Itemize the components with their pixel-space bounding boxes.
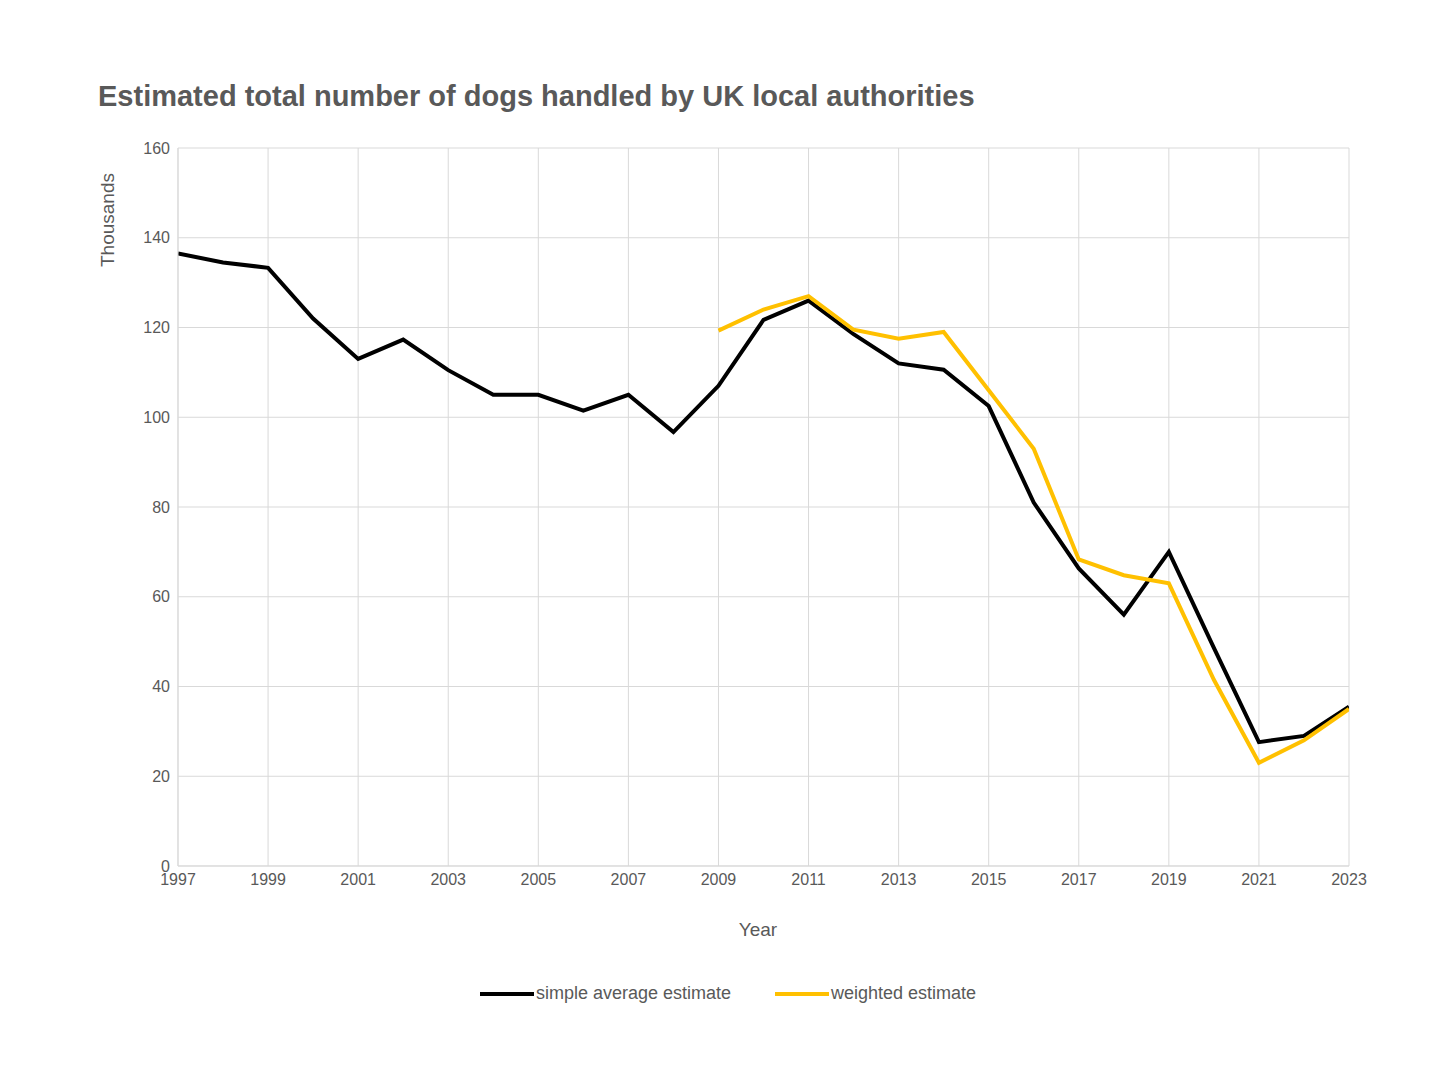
svg-text:40: 40 (152, 678, 170, 695)
svg-text:20: 20 (152, 768, 170, 785)
html-text:Year: Year (738, 919, 778, 940)
svg-text:80: 80 (152, 499, 170, 516)
svg-text:160: 160 (143, 140, 170, 157)
svg-text:2017: 2017 (1061, 871, 1097, 888)
svg-text:100: 100 (143, 409, 170, 426)
svg-text:140: 140 (143, 229, 170, 246)
svg-text:2019: 2019 (1151, 871, 1187, 888)
svg-text:60: 60 (152, 588, 170, 605)
html-text:simple average estimate: simple average estimate (535, 983, 731, 1003)
html-text:Thousands: Thousands (97, 173, 118, 267)
svg-text:2007: 2007 (611, 871, 647, 888)
svg-text:2011: 2011 (791, 871, 826, 888)
svg-text:2009: 2009 (701, 871, 737, 888)
svg-text:2005: 2005 (521, 871, 557, 888)
svg-text:0: 0 (161, 858, 170, 875)
html-text:weighted estimate: weighted estimate (831, 983, 977, 1003)
svg-text:1997: 1997 (160, 871, 196, 889)
svg-text:2013: 2013 (881, 871, 917, 888)
svg-text:2015: 2015 (971, 871, 1007, 888)
svg-text:2003: 2003 (430, 871, 466, 888)
html-text:Estimated total number of dogs: Estimated total number of dogs handled b… (98, 80, 975, 112)
svg-text:120: 120 (143, 319, 170, 336)
svg-text:2023: 2023 (1331, 871, 1367, 888)
svg-text:2021: 2021 (1241, 871, 1277, 888)
svg-text:1999: 1999 (250, 871, 286, 888)
svg-text:2001: 2001 (340, 871, 376, 888)
